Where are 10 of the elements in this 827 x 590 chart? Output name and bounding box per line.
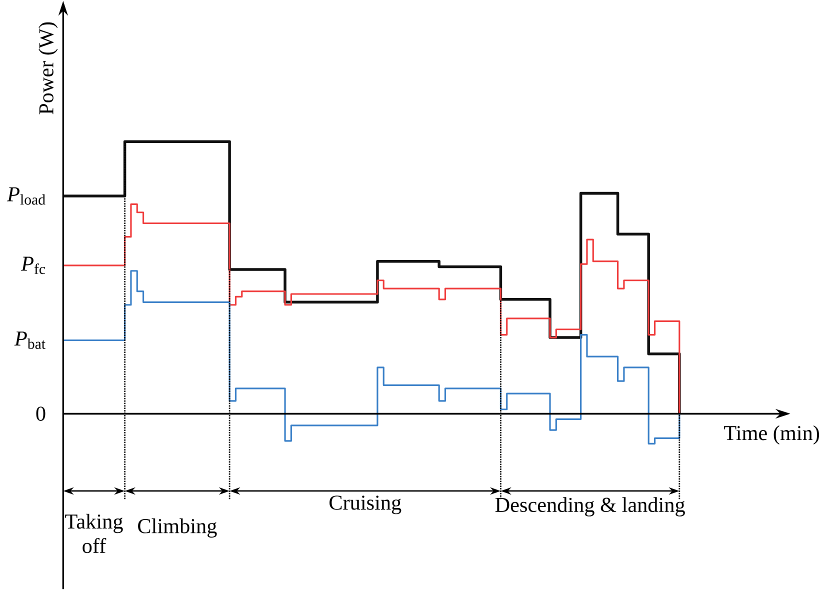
text: P$_{bat}$ — [14, 332, 46, 349]
text: P$_{fc}$ — [20, 256, 46, 274]
x-axis-title: Time (min) — [724, 425, 820, 445]
y-axis-title: Power (W) — [38, 22, 58, 114]
text: Cruising — [330, 496, 402, 514]
text: P$_{load}$ — [6, 187, 46, 205]
text: 0 — [36, 406, 46, 421]
text: Descending & landing — [495, 497, 685, 516]
text: Climbing — [138, 518, 217, 538]
text: Taking off — [65, 514, 123, 554]
